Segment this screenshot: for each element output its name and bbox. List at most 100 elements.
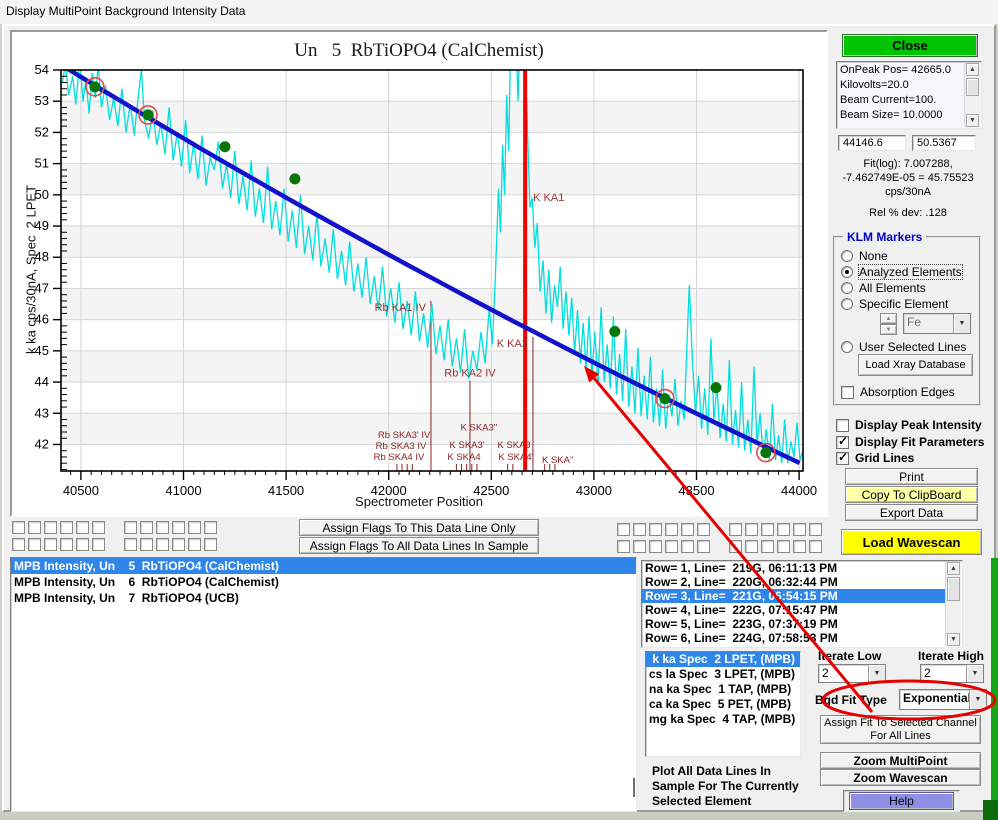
row-list-scrollbar[interactable]: ▲ ▼ bbox=[945, 562, 961, 646]
flag-checkbox[interactable] bbox=[729, 523, 742, 536]
flag-checkbox[interactable] bbox=[76, 521, 89, 534]
copy-to-clipboard-button[interactable]: Copy To ClipBoard bbox=[845, 486, 978, 503]
flag-checkbox[interactable] bbox=[809, 523, 822, 536]
radio-user-selected-lines[interactable]: User Selected Lines bbox=[841, 340, 966, 354]
specific-element-combo[interactable]: Fe ▼ bbox=[903, 313, 971, 334]
scroll-down-icon[interactable]: ▼ bbox=[947, 633, 960, 646]
scroll-up-icon[interactable]: ▲ bbox=[966, 63, 979, 76]
flag-checkbox[interactable] bbox=[44, 538, 57, 551]
flag-checkbox[interactable] bbox=[172, 521, 185, 534]
radio-icon[interactable] bbox=[841, 266, 853, 278]
flag-checkbox[interactable] bbox=[28, 538, 41, 551]
radio-icon[interactable] bbox=[841, 341, 853, 353]
zoom-multipoint-button[interactable]: Zoom MultiPoint bbox=[820, 752, 981, 769]
print-button[interactable]: Print bbox=[845, 468, 978, 485]
scroll-up-icon[interactable]: ▲ bbox=[947, 562, 960, 575]
iterate-high-combo[interactable]: 2 ▼ bbox=[920, 664, 984, 683]
flag-checkbox[interactable] bbox=[745, 540, 758, 553]
flag-checkbox[interactable] bbox=[665, 540, 678, 553]
checkbox-icon[interactable] bbox=[633, 778, 635, 797]
bgd-fit-type-combo[interactable]: Exponential ▼ bbox=[899, 689, 987, 710]
export-data-button[interactable]: Export Data bbox=[845, 504, 978, 521]
plot-all-data-lines-checkbox[interactable] bbox=[633, 778, 635, 797]
flag-checkbox[interactable] bbox=[204, 521, 217, 534]
checkbox-icon[interactable] bbox=[836, 450, 849, 465]
flag-checkbox[interactable] bbox=[124, 521, 137, 534]
flag-checkbox[interactable] bbox=[681, 523, 694, 536]
radio-none[interactable]: None bbox=[841, 249, 888, 263]
flag-checkbox[interactable] bbox=[697, 540, 710, 553]
flag-checkbox[interactable] bbox=[28, 521, 41, 534]
help-button[interactable]: Help bbox=[849, 792, 954, 810]
assign-flags-all-lines-button[interactable]: Assign Flags To All Data Lines In Sample bbox=[299, 537, 539, 554]
flag-checkbox[interactable] bbox=[665, 523, 678, 536]
close-button[interactable]: Close bbox=[842, 34, 978, 57]
radio-specific-element[interactable]: Specific Element bbox=[841, 297, 948, 311]
radio-analyzed-elements[interactable]: Analyzed Elements bbox=[841, 264, 963, 280]
flag-checkbox[interactable] bbox=[124, 538, 137, 551]
checkbox-icon[interactable] bbox=[836, 418, 849, 432]
zoom-wavescan-button[interactable]: Zoom Wavescan bbox=[820, 769, 981, 786]
chevron-down-icon[interactable]: ▼ bbox=[969, 690, 986, 709]
sample-listbox[interactable]: MPB Intensity, Un 5 RbTiOPO4 (CalChemist… bbox=[10, 557, 637, 812]
flag-checkbox[interactable] bbox=[60, 521, 73, 534]
list-item[interactable]: k ka Spec 2 LPET, (MPB) bbox=[646, 652, 800, 667]
assign-flags-this-line-button[interactable]: Assign Flags To This Data Line Only bbox=[299, 519, 539, 536]
flag-checkbox[interactable] bbox=[617, 540, 630, 553]
flag-checkbox[interactable] bbox=[172, 538, 185, 551]
flag-checkbox[interactable] bbox=[649, 523, 662, 536]
flag-checkbox[interactable] bbox=[12, 538, 25, 551]
list-item[interactable]: ca ka Spec 5 PET, (MPB) bbox=[649, 697, 792, 711]
chart-panel[interactable]: Un 5 RbTiOPO4 (CalChemist) k ka cps/30nA… bbox=[10, 30, 828, 517]
flag-checkbox[interactable] bbox=[697, 523, 710, 536]
flag-checkbox[interactable] bbox=[92, 521, 105, 534]
grid-lines-checkbox[interactable]: Grid Lines bbox=[836, 450, 914, 465]
element-listbox[interactable]: k ka Spec 2 LPET, (MPB) cs la Spec 3 LPET… bbox=[645, 651, 801, 757]
flag-checkbox[interactable] bbox=[649, 540, 662, 553]
checkbox-icon[interactable] bbox=[836, 434, 849, 449]
list-item[interactable]: Row= 6, Line= 224G, 07:58:53 PM bbox=[645, 631, 838, 645]
list-item[interactable]: Row= 4, Line= 222G, 07:15:47 PM bbox=[645, 603, 838, 617]
radio-all-elements[interactable]: All Elements bbox=[841, 281, 926, 295]
list-item[interactable]: MPB Intensity, Un 7 RbTiOPO4 (UCB) bbox=[14, 591, 239, 605]
element-spinner[interactable]: ▲ ▼ bbox=[880, 313, 897, 335]
list-item[interactable]: Row= 3, Line= 221G, 06:54:15 PM bbox=[642, 589, 946, 603]
list-item[interactable]: MPB Intensity, Un 5 RbTiOPO4 (CalChemist… bbox=[11, 558, 636, 574]
flag-checkbox[interactable] bbox=[188, 521, 201, 534]
flag-checkbox[interactable] bbox=[793, 540, 806, 553]
data-line-listbox[interactable]: ▲ ▼ Row= 1, Line= 219G, 06:11:13 PM Row= … bbox=[641, 560, 963, 648]
list-item[interactable]: na ka Spec 1 TAP, (MPB) bbox=[649, 682, 792, 696]
flag-checkbox[interactable] bbox=[633, 523, 646, 536]
spinner-down-icon[interactable]: ▼ bbox=[880, 324, 897, 335]
list-item[interactable]: Row= 2, Line= 220G, 06:32:44 PM bbox=[645, 575, 838, 589]
list-item[interactable]: Row= 1, Line= 219G, 06:11:13 PM bbox=[645, 561, 838, 575]
list-item[interactable]: Row= 5, Line= 223G, 07:37:19 PM bbox=[645, 617, 838, 631]
flag-checkbox[interactable] bbox=[761, 523, 774, 536]
flag-checkbox[interactable] bbox=[681, 540, 694, 553]
flag-checkbox[interactable] bbox=[793, 523, 806, 536]
scrollbar-thumb[interactable] bbox=[947, 577, 960, 601]
flag-checkbox[interactable] bbox=[617, 523, 630, 536]
iterate-low-combo[interactable]: 2 ▼ bbox=[818, 664, 886, 683]
flag-checkbox[interactable] bbox=[156, 538, 169, 551]
info-scrollbar[interactable]: ▲ ▼ bbox=[964, 63, 980, 127]
flag-checkbox[interactable] bbox=[140, 538, 153, 551]
radio-icon[interactable] bbox=[841, 250, 853, 262]
flag-checkbox[interactable] bbox=[60, 538, 73, 551]
chevron-down-icon[interactable]: ▼ bbox=[953, 314, 970, 333]
flag-checkbox[interactable] bbox=[777, 523, 790, 536]
load-xray-database-button[interactable]: Load Xray Database bbox=[858, 354, 973, 376]
list-item[interactable]: mg ka Spec 4 TAP, (MPB) bbox=[649, 712, 796, 726]
display-fit-parameters-checkbox[interactable]: Display Fit Parameters bbox=[836, 434, 984, 449]
list-item[interactable]: MPB Intensity, Un 6 RbTiOPO4 (CalChemist… bbox=[14, 575, 279, 589]
flag-checkbox[interactable] bbox=[633, 540, 646, 553]
flag-checkbox[interactable] bbox=[745, 523, 758, 536]
radio-icon[interactable] bbox=[841, 282, 853, 294]
flag-checkbox[interactable] bbox=[809, 540, 822, 553]
absorption-edges-checkbox[interactable]: Absorption Edges bbox=[841, 385, 955, 399]
display-peak-intensity-checkbox[interactable]: Display Peak Intensity bbox=[836, 418, 982, 432]
flag-checkbox[interactable] bbox=[188, 538, 201, 551]
flag-checkbox[interactable] bbox=[761, 540, 774, 553]
flag-checkbox[interactable] bbox=[140, 521, 153, 534]
